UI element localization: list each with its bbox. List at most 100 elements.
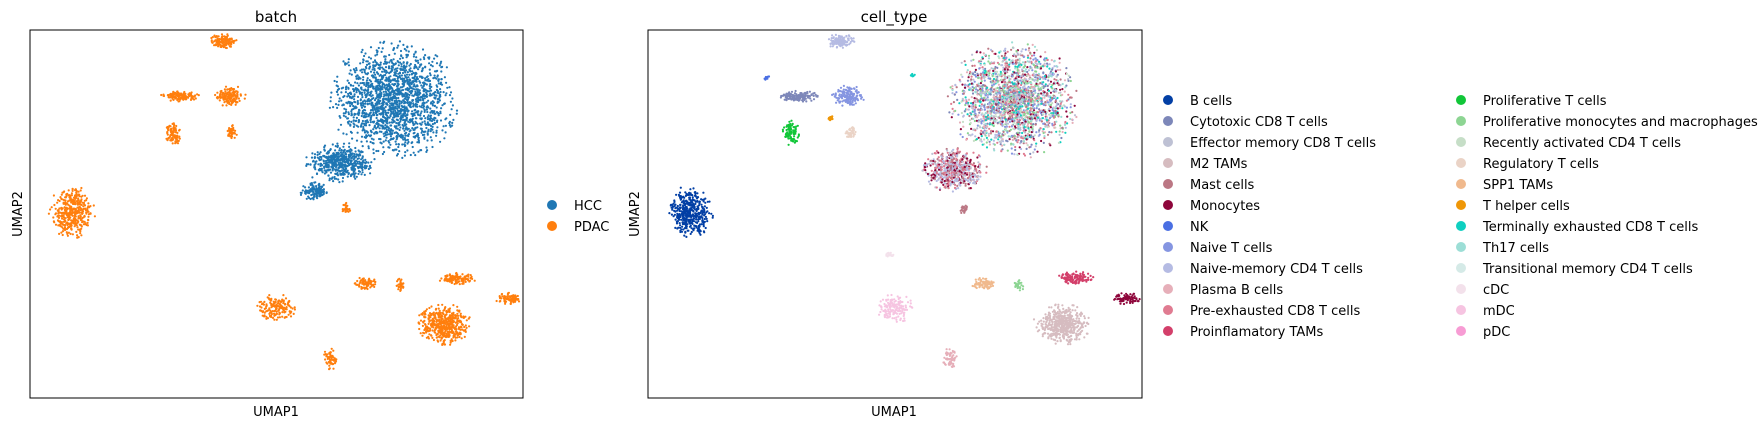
scatter-point bbox=[367, 81, 370, 85]
scatter-point bbox=[428, 319, 431, 322]
scatter-point bbox=[420, 131, 423, 134]
scatter-point bbox=[385, 77, 388, 80]
scatter-point bbox=[266, 309, 270, 312]
scatter-point bbox=[415, 80, 418, 83]
scatter-point bbox=[389, 70, 392, 73]
scatter-point bbox=[397, 143, 400, 146]
scatter-point bbox=[434, 54, 437, 57]
scatter-point bbox=[412, 151, 415, 154]
scatter-point bbox=[419, 99, 422, 102]
scatter-point bbox=[960, 73, 963, 76]
scatter-point bbox=[404, 115, 407, 118]
scatter-point bbox=[365, 122, 368, 125]
scatter-point bbox=[70, 227, 73, 230]
scatter-point bbox=[224, 90, 227, 93]
scatter-point bbox=[261, 314, 264, 317]
scatter-point bbox=[354, 71, 357, 74]
scatter-point bbox=[437, 82, 440, 85]
scatter-point bbox=[362, 279, 365, 282]
scatter-point bbox=[403, 144, 406, 148]
scatter-point bbox=[434, 317, 437, 320]
scatter-point bbox=[373, 124, 376, 127]
scatter-point bbox=[382, 146, 385, 149]
scatter-point bbox=[344, 208, 347, 211]
scatter-point bbox=[92, 204, 95, 207]
scatter-point bbox=[360, 140, 363, 143]
scatter-point bbox=[405, 92, 408, 95]
scatter-point bbox=[237, 97, 240, 100]
scatter-point bbox=[174, 95, 177, 98]
scatter-point bbox=[425, 146, 428, 149]
scatter-point bbox=[73, 202, 76, 205]
scatter-point bbox=[365, 63, 369, 66]
scatter-point bbox=[233, 136, 236, 139]
scatter-point bbox=[388, 105, 391, 108]
scatter-point bbox=[357, 113, 360, 117]
scatter-point bbox=[425, 150, 428, 153]
scatter-point bbox=[438, 64, 441, 67]
scatter-point bbox=[375, 78, 378, 81]
scatter-point bbox=[355, 124, 358, 127]
scatter-point bbox=[448, 333, 451, 336]
scatter-point bbox=[329, 100, 332, 103]
scatter-point bbox=[395, 92, 398, 96]
scatter-point bbox=[76, 203, 79, 206]
scatter-point bbox=[376, 109, 380, 112]
scatter-point bbox=[338, 115, 341, 118]
scatter-point bbox=[367, 281, 370, 284]
scatter-point bbox=[388, 61, 391, 64]
scatter-point bbox=[414, 98, 417, 101]
scatter-point bbox=[68, 194, 71, 197]
scatter-point bbox=[233, 39, 236, 42]
scatter-point bbox=[429, 83, 432, 86]
scatter-point bbox=[75, 200, 79, 203]
scatter-point bbox=[315, 192, 318, 195]
scatter-point bbox=[350, 157, 353, 160]
scatter-point bbox=[384, 105, 387, 108]
scatter-point bbox=[383, 127, 386, 130]
scatter-point bbox=[222, 95, 225, 98]
scatter-point bbox=[65, 206, 68, 209]
scatter-point bbox=[439, 90, 442, 94]
scatter-point bbox=[238, 99, 241, 102]
scatter-point bbox=[214, 93, 217, 97]
scatter-point bbox=[412, 72, 415, 75]
scatter-point bbox=[348, 208, 351, 211]
scatter-point bbox=[357, 154, 360, 157]
scatter-point bbox=[380, 130, 383, 133]
scatter-point bbox=[517, 298, 520, 301]
scatter-point bbox=[342, 86, 345, 89]
scatter-point bbox=[397, 80, 400, 83]
scatter-point bbox=[436, 332, 439, 336]
scatter-point bbox=[365, 83, 368, 86]
scatter-point bbox=[230, 100, 234, 104]
scatter-point bbox=[384, 116, 387, 120]
scatter-point bbox=[382, 140, 385, 143]
scatter-point bbox=[268, 294, 271, 297]
scatter-point bbox=[54, 207, 57, 210]
scatter-point bbox=[431, 125, 434, 128]
scatter-point bbox=[373, 158, 376, 161]
scatter-point bbox=[425, 330, 428, 333]
scatter-point bbox=[423, 110, 426, 113]
scatter-point bbox=[452, 324, 455, 327]
scatter-point bbox=[235, 133, 238, 136]
scatter-point bbox=[53, 203, 56, 207]
scatter-point bbox=[414, 65, 418, 68]
scatter-point bbox=[399, 49, 403, 53]
scatter-point bbox=[322, 159, 325, 162]
scatter-point bbox=[362, 125, 365, 129]
scatter-point bbox=[56, 215, 59, 218]
scatter-point bbox=[1048, 63, 1051, 66]
scatter-point bbox=[419, 319, 423, 322]
scatter-point bbox=[459, 312, 462, 315]
scatter-point bbox=[421, 121, 424, 124]
scatter-point bbox=[413, 83, 416, 86]
legend-label: HCC bbox=[574, 199, 602, 214]
scatter-point bbox=[79, 232, 82, 235]
scatter-point bbox=[395, 284, 398, 287]
scatter-point bbox=[74, 188, 77, 191]
scatter-point bbox=[61, 211, 64, 214]
scatter-point bbox=[57, 209, 60, 212]
scatter-point bbox=[395, 143, 398, 146]
